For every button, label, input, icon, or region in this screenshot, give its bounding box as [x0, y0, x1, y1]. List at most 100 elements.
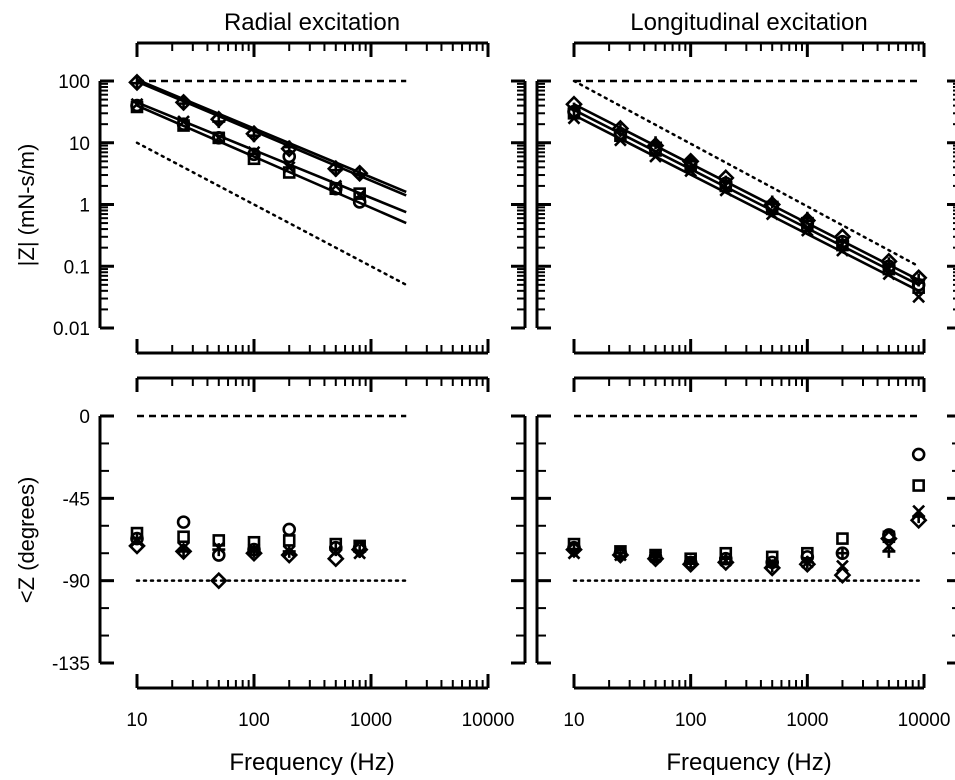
marker-square — [912, 281, 925, 294]
marker-cross — [177, 541, 190, 555]
marker-diamond — [798, 555, 817, 574]
fit-line — [136, 80, 407, 197]
marker-cross — [614, 133, 627, 147]
marker-cross — [684, 554, 698, 567]
marker-diamond — [280, 546, 299, 564]
marker-cross — [212, 541, 226, 555]
marker-square — [177, 530, 190, 544]
fit-line — [573, 103, 920, 282]
y-tick-label: 0 — [79, 407, 90, 428]
y-tick-label: 0.1 — [64, 257, 90, 278]
marker-cross — [836, 559, 849, 573]
marker-circle — [911, 447, 926, 462]
reference-line-dotted — [135, 141, 408, 287]
y-tick-label: 0.01 — [53, 319, 90, 340]
marker-square — [282, 166, 296, 179]
marker-circle — [282, 522, 297, 537]
marker-diamond — [681, 555, 700, 574]
marker-diamond — [763, 559, 782, 577]
marker-plus — [353, 167, 367, 181]
marker-diamond — [128, 537, 146, 555]
x-tick-label: 1000 — [350, 710, 392, 731]
marker-diamond — [646, 549, 665, 568]
marker-cross — [649, 150, 662, 163]
y-tick-label: -90 — [63, 572, 90, 593]
fit-line — [573, 108, 920, 286]
ylabel-phase: <Z (degrees) — [14, 477, 39, 604]
marker-cross — [353, 546, 367, 560]
marker-circle — [352, 195, 367, 209]
marker-circle — [882, 528, 896, 542]
marker-square — [912, 479, 925, 492]
marker-cross — [329, 179, 343, 193]
x-tick-label: 10000 — [462, 710, 515, 731]
marker-cross — [882, 267, 896, 281]
panel-frame-3 — [535, 376, 955, 690]
marker-diamond — [209, 571, 228, 590]
marker-plus — [247, 129, 261, 143]
panel-frame-2 — [98, 376, 527, 690]
y-tick-label: -45 — [63, 489, 90, 510]
fit-line — [136, 104, 407, 225]
marker-diamond — [611, 546, 630, 564]
panel-frame-1 — [535, 41, 955, 355]
panel-frame-0 — [98, 41, 527, 355]
y-tick-label: -135 — [52, 654, 90, 675]
x-tick-label: 10 — [126, 710, 147, 731]
marker-cross — [836, 244, 849, 257]
marker-diamond — [681, 152, 700, 171]
y-tick-label: 100 — [58, 72, 90, 93]
marker-diamond — [565, 540, 583, 559]
marker-cross — [912, 504, 926, 518]
marker-plus — [329, 163, 343, 177]
marker-cross — [719, 183, 733, 197]
marker-cross — [282, 544, 296, 558]
marker-square — [130, 100, 144, 114]
ylabel-magnitude: |Z| (mN-s/m) — [14, 144, 39, 267]
marker-plus — [130, 76, 144, 90]
marker-cross — [684, 164, 698, 178]
marker-cross — [247, 543, 261, 556]
marker-square — [177, 119, 190, 132]
marker-diamond — [326, 549, 345, 568]
x-tick-label: 10000 — [898, 710, 951, 731]
xlabel-longitudinal: Frequency (Hz) — [666, 749, 831, 776]
panel-data-radial-phase: 0 -45 -90 -135 10 100 1000 10000 — [52, 407, 514, 731]
marker-circle — [176, 515, 191, 529]
xlabel-radial: Frequency (Hz) — [229, 749, 394, 776]
title-longitudinal: Longitudinal excitation — [630, 9, 868, 36]
marker-diamond — [880, 529, 898, 548]
marker-cross — [912, 290, 926, 304]
marker-plus — [212, 115, 226, 129]
panel-data-longitudinal-magnitude — [565, 79, 928, 304]
marker-diamond — [833, 566, 852, 585]
y-tick-label: 10 — [69, 134, 90, 155]
marker-plus — [177, 97, 191, 111]
marker-diamond — [174, 542, 193, 561]
title-radial: Radial excitation — [224, 9, 400, 36]
y-tick-label: 1 — [79, 196, 90, 217]
fit-line — [573, 113, 920, 292]
reference-line-dotted — [572, 79, 920, 268]
x-tick-label: 1000 — [786, 710, 828, 731]
marker-circle — [282, 149, 297, 164]
marker-plus — [835, 546, 849, 560]
marker-square — [282, 534, 296, 547]
x-tick-label: 10 — [563, 710, 584, 731]
x-tick-label: 100 — [675, 710, 707, 731]
marker-diamond — [909, 511, 928, 530]
panel-data-radial-magnitude: 100 10 1 0.1 0.01 — [53, 72, 408, 340]
x-tick-label: 100 — [238, 710, 270, 731]
marker-cross — [567, 111, 581, 125]
marker-square — [329, 182, 343, 196]
panel-data-longitudinal-phase: 10 100 1000 10000 — [563, 414, 951, 731]
marker-cross — [567, 546, 581, 560]
marker-square — [353, 187, 366, 200]
marker-diamond — [350, 540, 369, 559]
marker-diamond — [245, 544, 263, 563]
marker-cross — [800, 224, 814, 237]
marker-square — [212, 131, 226, 145]
marker-square — [836, 532, 849, 545]
